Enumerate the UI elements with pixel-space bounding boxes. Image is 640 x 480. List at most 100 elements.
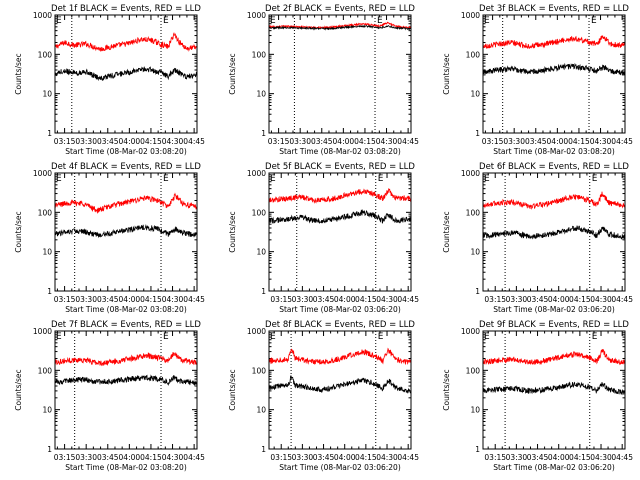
corner-mark-right: E [163,16,169,26]
x-tick-label: 03:45 [97,295,119,304]
y-tick-label: 100 [466,50,481,59]
x-tick-label: 04:00 [119,453,141,462]
x-tick-label: 04:00 [548,295,570,304]
x-tick-label: 04:45 [397,295,419,304]
plot-frame [482,330,626,450]
x-tick-label: 03:15 [54,453,76,462]
events-series-line [483,62,625,76]
x-tick-label: 04:00 [548,453,570,462]
x-tick-label: 04:45 [183,137,205,146]
x-tick-label: 03:45 [313,453,335,462]
y-tick-label: 1 [475,287,480,296]
x-tick-label: 04:45 [397,453,419,462]
y-tick-label: 1000 [33,11,52,20]
plot-frame [268,172,412,292]
x-tick-label: 03:30 [75,137,97,146]
lld-series-line [269,21,411,30]
x-tick-label: 04:00 [547,137,569,146]
lld-series-line [483,35,625,50]
events-series-line [483,225,625,240]
events-series-line [55,374,197,387]
x-tick-label: 04:30 [376,137,398,146]
lld-series-line [269,188,411,204]
y-tick-label: 1 [261,129,266,138]
lld-series-line [483,348,625,366]
chart-title: Det 9f BLACK = Events, RED = LLD [479,320,629,330]
x-tick-label: 03:45 [525,137,547,146]
chart-panel-9: Det 9f BLACK = Events, RED = LLD Counts/s… [442,320,633,472]
y-tick-label: 100 [38,50,53,59]
x-tick-label: 03:15 [484,453,506,462]
chart-title: Det 3f BLACK = Events, RED = LLD [479,4,629,14]
x-tick-label: 03:30 [292,295,314,304]
y-tick-label: 1000 [33,327,52,336]
corner-mark-right: E [378,332,384,342]
chart-panel-2: Det 2f BLACK = Events, RED = LLD Counts/s… [228,4,419,156]
y-tick-label: 10 [470,248,480,257]
x-tick-label: 04:30 [590,295,612,304]
plot-frame [482,14,626,134]
x-tick-label: 04:15 [355,295,377,304]
corner-mark-left: E [270,174,276,184]
y-tick-label: 10 [256,90,266,99]
y-tick-label: 100 [466,366,481,375]
x-tick-label: 04:15 [569,295,591,304]
chart-panel-1: Det 1f BLACK = Events, RED = LLD Counts/s… [14,4,205,156]
x-tick-label: 03:15 [270,453,292,462]
x-axis-label: Start Time (08-Mar-02 03:08:20) [65,463,187,472]
chart-title: Det 5f BLACK = Events, RED = LLD [265,162,415,172]
x-axis-label: Start Time (08-Mar-02 03:08:20) [279,147,401,156]
events-series-line [483,381,625,396]
chart-panel-8: Det 8f BLACK = Events, RED = LLD Counts/s… [228,320,419,472]
chart-title: Det 2f BLACK = Events, RED = LLD [265,4,415,14]
y-tick-label: 10 [470,406,480,415]
x-tick-label: 04:45 [183,295,205,304]
corner-mark-left: E [484,174,490,184]
y-tick-label: 100 [38,366,53,375]
x-tick-label: 04:45 [397,137,419,146]
x-tick-label: 03:45 [311,137,333,146]
x-tick-label: 03:15 [484,295,506,304]
x-tick-label: 04:00 [334,453,356,462]
y-tick-label: 1000 [461,327,480,336]
x-axis-label: Start Time (08-Mar-02 03:08:20) [493,147,615,156]
y-tick-label: 1000 [247,11,266,20]
x-tick-label: 04:15 [140,295,162,304]
plot-frame [482,172,626,292]
corner-mark-left: E [56,16,62,26]
x-tick-label: 03:15 [270,295,292,304]
chart-panel-5: Det 5f BLACK = Events, RED = LLD Counts/s… [228,162,419,314]
y-axis-label: Counts/sec [442,369,451,410]
x-tick-label: 03:45 [527,453,549,462]
y-tick-label: 100 [252,366,267,375]
x-tick-label: 04:15 [569,453,591,462]
x-tick-label: 03:45 [527,295,549,304]
x-tick-label: 04:00 [334,295,356,304]
x-axis-label: Start Time (08-Mar-02 03:06:20) [279,305,401,314]
y-tick-label: 1000 [461,11,480,20]
x-tick-label: 03:45 [313,295,335,304]
x-axis-label: Start Time (08-Mar-02 03:08:20) [65,147,187,156]
lld-series-line [55,351,197,367]
x-tick-label: 03:15 [54,295,76,304]
x-tick-label: 03:15 [54,137,76,146]
x-tick-label: 04:30 [590,137,612,146]
chart-title: Det 7f BLACK = Events, RED = LLD [51,320,201,330]
x-tick-label: 04:15 [140,137,162,146]
corner-mark-right: E [377,16,383,26]
x-tick-label: 04:45 [611,295,633,304]
x-tick-label: 03:30 [75,295,97,304]
lld-series-line [55,32,197,52]
y-tick-label: 10 [42,248,52,257]
y-tick-label: 10 [42,90,52,99]
y-axis-label: Counts/sec [442,53,451,94]
y-tick-label: 10 [42,406,52,415]
chart-panel-6: Det 6f BLACK = Events, RED = LLD Counts/s… [442,162,633,314]
y-axis-label: Counts/sec [228,211,237,252]
y-tick-label: 10 [256,406,266,415]
y-axis-label: Counts/sec [228,53,237,94]
chart-title: Det 8f BLACK = Events, RED = LLD [265,320,415,330]
x-tick-label: 04:30 [162,453,184,462]
y-tick-label: 1000 [33,169,52,178]
chart-panel-4: Det 4f BLACK = Events, RED = LLD Counts/s… [14,162,205,314]
